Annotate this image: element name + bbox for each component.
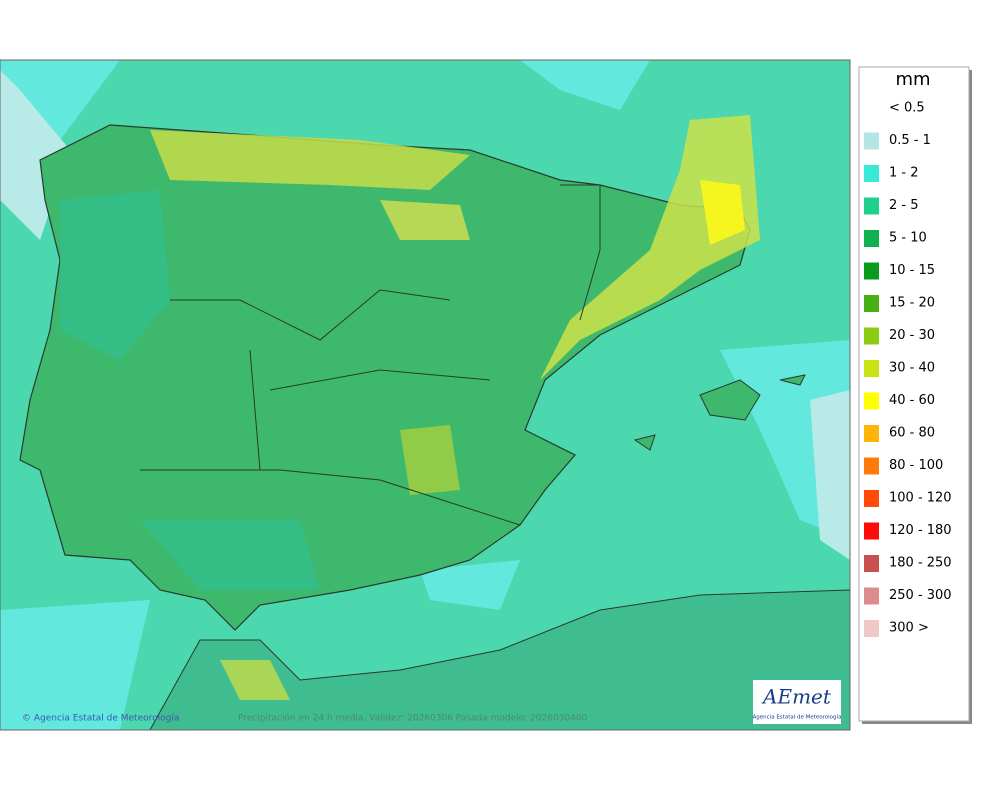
legend-swatch — [864, 262, 879, 280]
legend-swatch — [864, 587, 879, 605]
legend-swatch — [864, 295, 879, 312]
map — [0, 59, 851, 731]
legend-swatch — [864, 425, 879, 442]
legend-label: < 0.5 — [889, 101, 925, 116]
balearics — [633, 374, 806, 451]
ebro-band — [380, 200, 470, 240]
caption: Precipitación en 24 h media. Validez: 20… — [238, 713, 588, 724]
legend-swatch — [864, 522, 879, 540]
legend-swatch — [864, 392, 879, 410]
legend-title: mm — [895, 69, 930, 90]
legend-label: 5 - 10 — [889, 231, 927, 246]
logo-subtitle: Agencia Estatal de Meteorología — [753, 714, 842, 721]
legend-label: 30 - 40 — [889, 361, 935, 376]
light-sea — [0, 60, 850, 730]
legend-swatch — [864, 327, 879, 345]
legend-label: 10 - 15 — [889, 263, 935, 278]
legend-label: 100 - 120 — [889, 491, 952, 506]
legend-label: 1 - 2 — [889, 166, 919, 181]
light-land — [60, 190, 320, 590]
borders — [140, 184, 601, 526]
legend-swatch — [864, 230, 879, 247]
africa-cell — [220, 660, 290, 700]
legend-swatch — [864, 490, 879, 507]
legend-label: 300 > — [889, 621, 929, 636]
north-band — [150, 130, 470, 190]
legend-label: 120 - 180 — [889, 523, 952, 538]
legend-swatch — [864, 132, 879, 150]
center-cell — [400, 425, 460, 495]
legend-label: 15 - 20 — [889, 296, 935, 311]
logo-text: AEmet — [761, 685, 832, 709]
legend-swatch — [864, 360, 879, 377]
legend-label: 2 - 5 — [889, 198, 919, 213]
legend-swatch — [864, 620, 879, 637]
legend-swatch — [864, 165, 879, 182]
legend-label: 40 - 60 — [889, 393, 935, 408]
map-frame — [0, 59, 851, 731]
legend-label: 0.5 - 1 — [889, 133, 931, 148]
credit: © Agencia Estatal de Meteorología — [22, 714, 179, 724]
legend-swatch — [864, 555, 879, 572]
peninsula — [19, 124, 751, 631]
legend-label: 250 - 300 — [889, 588, 952, 603]
logo-box — [753, 680, 841, 724]
legend-swatch — [864, 457, 879, 475]
legend-label: 60 - 80 — [889, 426, 935, 441]
legend-label: 80 - 100 — [889, 458, 943, 473]
legend-swatch — [864, 197, 879, 215]
legend-label: 180 - 250 — [889, 556, 952, 571]
legend-label: 20 - 30 — [889, 328, 935, 343]
legend-swatch — [864, 100, 879, 117]
max-cell — [700, 180, 745, 245]
